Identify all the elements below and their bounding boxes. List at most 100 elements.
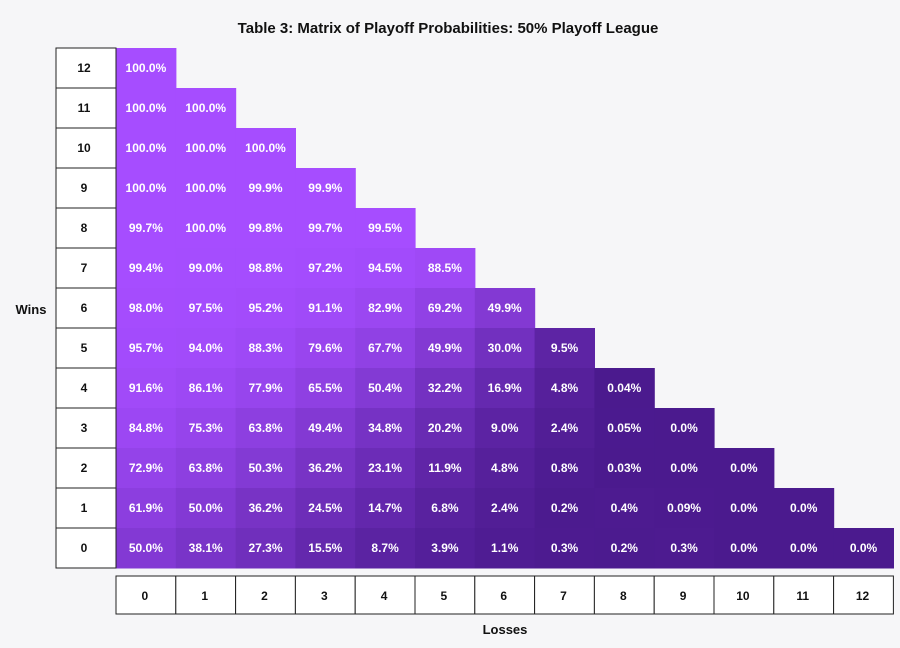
heatmap-cell — [295, 328, 356, 369]
heatmap-cell — [235, 328, 296, 369]
heatmap-cell — [175, 208, 237, 249]
heatmap-cell — [295, 488, 356, 529]
heatmap-cell — [534, 328, 595, 369]
cell-value-label: 0.2% — [611, 541, 639, 555]
cell-value-label: 82.9% — [368, 301, 402, 315]
heatmap-cell — [235, 168, 296, 209]
cell-value-label: 50.0% — [189, 501, 223, 515]
cell-value-label: 0.0% — [790, 501, 818, 515]
heatmap-cell — [355, 368, 416, 409]
heatmap-cell — [474, 448, 536, 489]
y-tick-box — [55, 207, 117, 249]
heatmap-cell — [116, 328, 177, 369]
cell-value-label: 0.2% — [551, 501, 579, 515]
heatmap-cell — [534, 408, 595, 449]
heatmap-cell — [833, 528, 894, 569]
cell-value-label: 32.2% — [428, 381, 462, 395]
cell-value-label: 27.3% — [248, 541, 282, 555]
heatmap-cell — [773, 488, 835, 529]
cell-value-label: 36.2% — [308, 461, 342, 475]
heatmap-cell — [175, 368, 237, 409]
heatmap-cell — [235, 528, 296, 569]
cell-value-label: 49.9% — [488, 301, 522, 315]
cell-value-label: 69.2% — [428, 301, 462, 315]
x-tick-label: 2 — [261, 589, 268, 603]
cell-value-label: 97.5% — [189, 301, 223, 315]
heatmap-cell — [773, 528, 835, 569]
cell-value-label: 0.0% — [850, 541, 878, 555]
cell-value-label: 95.2% — [248, 301, 282, 315]
heatmap-cell — [415, 528, 476, 569]
cell-value-label: 0.0% — [730, 461, 758, 475]
heatmap-cell — [116, 168, 177, 209]
heatmap-cell — [175, 448, 237, 489]
heatmap-cell — [594, 488, 655, 529]
y-tick-label: 8 — [81, 221, 88, 235]
cell-value-label: 100.0% — [185, 101, 226, 115]
heatmap-cell — [714, 448, 775, 489]
cell-value-label: 0.0% — [790, 541, 818, 555]
heatmap-cell — [175, 168, 237, 209]
cell-value-label: 98.8% — [248, 261, 282, 275]
cell-value-label: 100.0% — [126, 101, 167, 115]
y-tick-box — [55, 487, 117, 529]
heatmap-cell — [474, 368, 536, 409]
heatmap-cell — [415, 368, 476, 409]
cell-value-label: 50.3% — [248, 461, 282, 475]
cell-value-label: 99.0% — [189, 261, 223, 275]
cell-value-label: 14.7% — [368, 501, 402, 515]
cell-value-label: 65.5% — [308, 381, 342, 395]
heatmap-cell — [175, 488, 237, 529]
x-tick-box — [534, 575, 595, 615]
heatmap-cell — [474, 328, 536, 369]
cell-value-label: 94.0% — [189, 341, 223, 355]
x-tick-label: 12 — [856, 589, 870, 603]
cell-value-label: 0.0% — [730, 541, 758, 555]
heatmap-cell — [415, 488, 476, 529]
y-tick-label: 4 — [81, 381, 88, 395]
cell-value-label: 49.9% — [428, 341, 462, 355]
heatmap-cell — [355, 288, 416, 329]
cell-value-label: 95.7% — [129, 341, 163, 355]
x-tick-label: 0 — [142, 589, 149, 603]
heatmap-cell — [534, 488, 595, 529]
x-tick-label: 1 — [201, 589, 208, 603]
cell-value-label: 91.1% — [308, 301, 342, 315]
heatmap-cell — [474, 528, 536, 569]
heatmap-cell — [654, 408, 715, 449]
heatmap-cell — [534, 368, 595, 409]
heatmap-cell — [355, 408, 416, 449]
cell-value-label: 34.8% — [368, 421, 402, 435]
x-tick-label: 4 — [381, 589, 388, 603]
heatmap-cell — [116, 208, 177, 249]
cell-value-label: 24.5% — [308, 501, 342, 515]
y-tick-label: 1 — [81, 501, 88, 515]
cell-value-label: 30.0% — [488, 341, 522, 355]
cell-value-label: 86.1% — [189, 381, 223, 395]
heatmap-cell — [415, 448, 476, 489]
x-tick-label: 9 — [680, 589, 687, 603]
chart-title: Table 3: Matrix of Playoff Probabilities… — [238, 20, 659, 37]
cell-value-label: 0.0% — [730, 501, 758, 515]
y-tick-label: 2 — [81, 461, 88, 475]
cell-value-label: 0.0% — [670, 421, 698, 435]
x-tick-label: 10 — [736, 589, 750, 603]
heatmap-cell — [714, 528, 775, 569]
heatmap-cell — [355, 448, 416, 489]
heatmap-cell — [235, 368, 296, 409]
heatmap-cell — [116, 488, 177, 529]
heatmap-cell — [175, 328, 237, 369]
heatmap-cell — [295, 368, 356, 409]
cell-value-label: 2.4% — [491, 501, 519, 515]
cell-value-label: 63.8% — [248, 421, 282, 435]
y-tick-box — [55, 527, 117, 569]
heatmap-cell — [295, 408, 356, 449]
x-axis-title: Losses — [483, 622, 528, 637]
y-tick-box — [55, 407, 117, 449]
cell-value-label: 50.0% — [129, 541, 163, 555]
cell-value-label: 1.1% — [491, 541, 519, 555]
heatmap-cell — [235, 408, 296, 449]
heatmap-cell — [415, 248, 476, 289]
cell-value-label: 16.9% — [488, 381, 522, 395]
